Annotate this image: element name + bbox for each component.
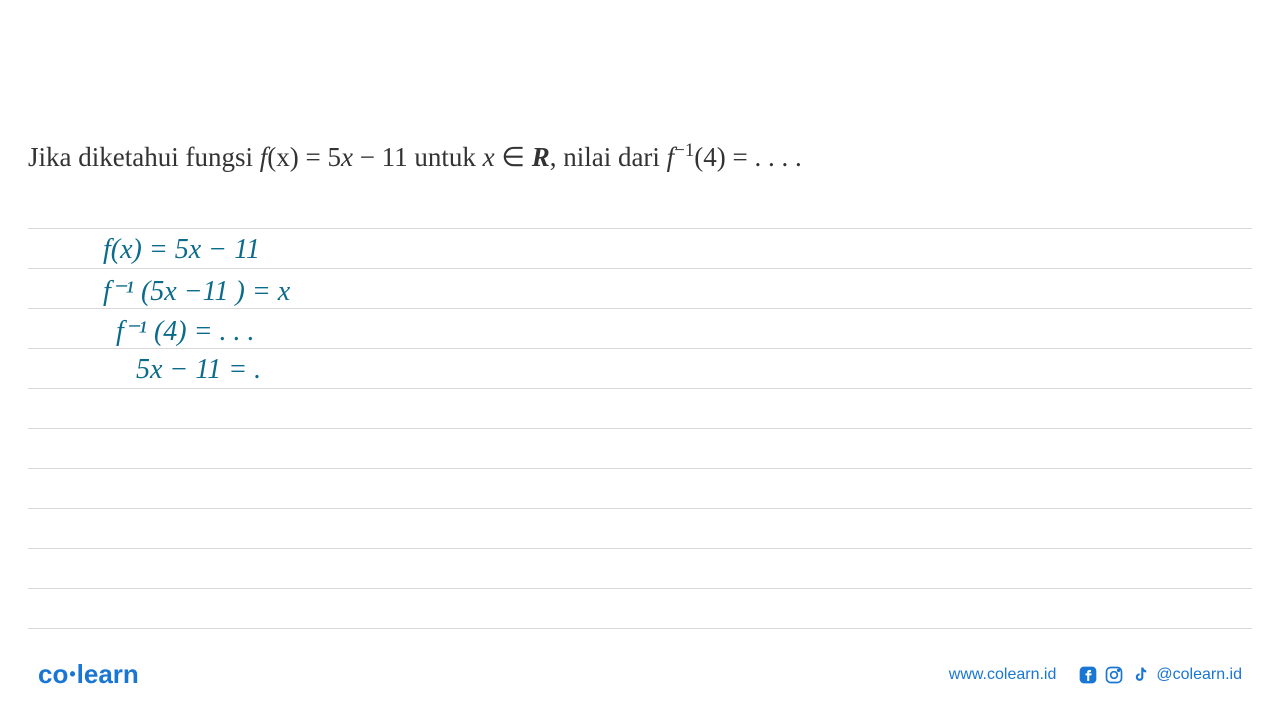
ruled-line [28,268,1252,269]
logo-part1: co [38,659,68,689]
tiktok-icon [1130,665,1150,685]
footer-right: www.colearn.id @colearn.id [949,665,1242,685]
q-mid: , nilai dari [550,142,667,172]
q-inv: −1 [674,140,694,161]
instagram-icon [1104,665,1124,685]
q-arg4: (4) = . . . . [694,142,801,172]
ruled-line [28,508,1252,509]
ruled-line [28,588,1252,589]
ruled-line [28,548,1252,549]
q-x1: x [341,142,353,172]
handwriting-line-4: 5x − 11 = . [136,354,261,386]
q-prefix: Jika diketahui fungsi [28,142,260,172]
q-R: R [532,142,550,172]
question-text: Jika diketahui fungsi f(x) = 5x − 11 unt… [28,140,1252,173]
handwriting-line-1: f(x) = 5x − 11 [103,234,260,266]
ruled-line [28,228,1252,229]
q-fxarg: (x) [267,142,298,172]
ruled-line [28,468,1252,469]
handwriting-line-3: f⁻¹ (4) = . . . [116,314,255,348]
ruled-line [28,428,1252,429]
logo-part2: learn [77,659,139,689]
ruled-line [28,628,1252,629]
q-in: ∈ [495,142,532,172]
q-eq1: = 5 [299,142,341,172]
ruled-line [28,348,1252,349]
ruled-line [28,308,1252,309]
website-url: www.colearn.id [949,666,1057,684]
footer: co•learn www.colearn.id @colearn.id [38,659,1242,690]
logo: co•learn [38,659,139,690]
q-x2: x [483,142,495,172]
social-handle: @colearn.id [1156,666,1242,684]
social-icons: @colearn.id [1078,665,1242,685]
lined-paper-area: f(x) = 5x − 11 f⁻¹ (5x −11 ) = x f⁻¹ (4)… [28,228,1252,628]
handwriting-line-2: f⁻¹ (5x −11 ) = x [103,274,290,308]
ruled-line [28,388,1252,389]
logo-dot: • [69,664,75,684]
q-minus: − 11 untuk [353,142,483,172]
facebook-icon [1078,665,1098,685]
